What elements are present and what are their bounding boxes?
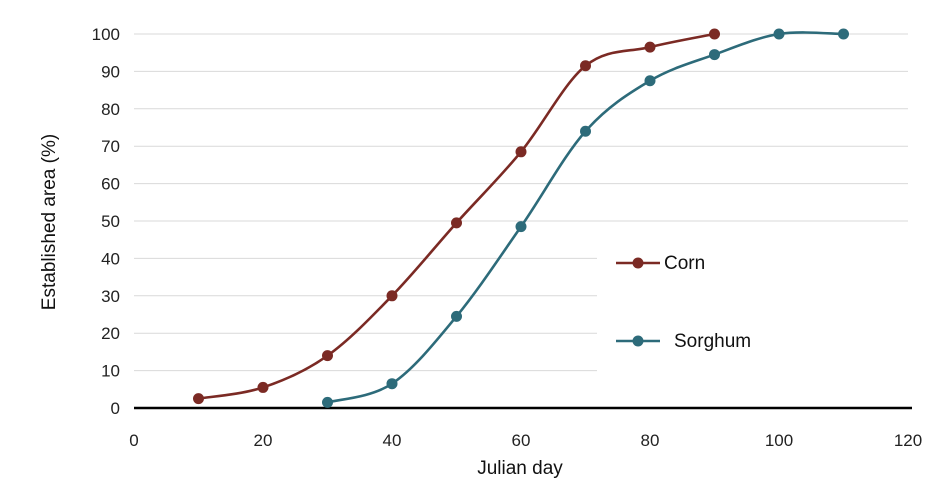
data-point-sorghum-80 xyxy=(644,75,656,87)
legend-item-sorghum: Sorghum xyxy=(616,331,751,352)
data-point-corn-30 xyxy=(322,350,333,362)
data-point-corn-40 xyxy=(386,290,398,302)
data-point-corn-10 xyxy=(193,393,204,405)
y-tick-label-50: 50 xyxy=(101,212,120,231)
data-point-corn-20 xyxy=(257,381,269,393)
legend-item-corn: Corn xyxy=(616,253,705,274)
x-tick-label-0: 0 xyxy=(129,431,138,450)
data-point-sorghum-40 xyxy=(386,378,398,390)
series-corn xyxy=(193,28,720,405)
tick-labels: 0 10 20 30 40 50 60 70 80 90 100 0 20 40 60 80 100 120 xyxy=(92,25,923,450)
data-point-corn-50 xyxy=(451,217,462,229)
x-tick-label-80: 80 xyxy=(641,431,660,450)
y-tick-label-90: 90 xyxy=(101,62,120,81)
series-line-sorghum xyxy=(327,31,844,404)
y-tick-label-10: 10 xyxy=(101,362,120,381)
y-tick-label-20: 20 xyxy=(101,324,120,343)
data-point-sorghum-50 xyxy=(451,310,462,322)
y-tick-label-0: 0 xyxy=(111,399,120,418)
y-tick-label-60: 60 xyxy=(101,175,120,194)
legend-label-corn: Corn xyxy=(664,253,705,274)
y-axis-title: Established area (%) xyxy=(39,134,60,310)
y-tick-label-30: 30 xyxy=(101,287,120,306)
data-point-sorghum-70 xyxy=(580,125,591,137)
data-point-sorghum-110 xyxy=(838,28,849,40)
x-tick-label-60: 60 xyxy=(512,431,531,450)
data-point-sorghum-90 xyxy=(709,49,720,61)
data-point-sorghum-100 xyxy=(773,28,785,40)
x-tick-label-100: 100 xyxy=(765,431,793,450)
data-point-corn-70 xyxy=(580,60,591,72)
data-point-sorghum-60 xyxy=(515,221,527,233)
data-point-corn-80 xyxy=(644,41,656,53)
x-tick-label-120: 120 xyxy=(894,431,922,450)
data-point-sorghum-30 xyxy=(322,396,333,408)
legend-label-sorghum: Sorghum xyxy=(674,331,751,352)
data-point-corn-90 xyxy=(709,28,720,40)
data-point-corn-60 xyxy=(515,146,527,158)
y-tick-label-70: 70 xyxy=(101,137,120,156)
legend-box xyxy=(597,222,909,372)
y-tick-label-100: 100 xyxy=(92,25,120,44)
legend-marker-corn xyxy=(632,257,644,269)
y-tick-label-40: 40 xyxy=(101,249,120,268)
x-axis-title: Julian day xyxy=(477,458,563,479)
y-tick-label-80: 80 xyxy=(101,100,120,119)
legend: Corn Sorghum xyxy=(616,253,751,352)
x-tick-label-20: 20 xyxy=(254,431,273,450)
series-sorghum xyxy=(322,28,849,408)
legend-marker-sorghum xyxy=(632,335,644,347)
series-lines xyxy=(193,28,849,408)
x-tick-label-40: 40 xyxy=(383,431,402,450)
